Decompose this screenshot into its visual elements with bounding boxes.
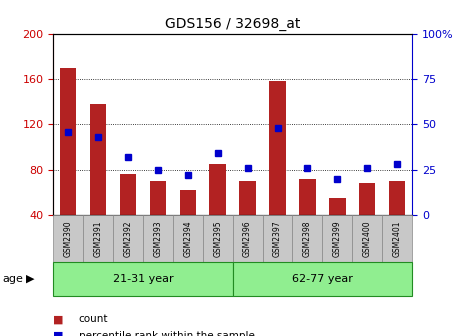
Bar: [143, 215, 173, 262]
Bar: [173, 215, 203, 262]
Text: ■: ■: [53, 314, 64, 324]
Bar: [299, 179, 316, 215]
Text: age: age: [2, 274, 23, 284]
Text: GSM2390: GSM2390: [64, 220, 73, 257]
Text: ▶: ▶: [26, 274, 34, 284]
Bar: [180, 190, 196, 215]
Text: 21-31 year: 21-31 year: [113, 274, 173, 284]
Bar: [352, 215, 382, 262]
Text: 62-77 year: 62-77 year: [292, 274, 353, 284]
Bar: [60, 68, 76, 215]
Bar: [293, 215, 322, 262]
Bar: [203, 215, 233, 262]
Text: GSM2394: GSM2394: [183, 220, 192, 257]
Bar: [83, 215, 113, 262]
Bar: [209, 164, 226, 215]
Text: GSM2393: GSM2393: [153, 220, 163, 257]
Bar: [382, 215, 412, 262]
Bar: [150, 181, 166, 215]
Bar: [90, 104, 106, 215]
Bar: [389, 181, 405, 215]
Text: GSM2397: GSM2397: [273, 220, 282, 257]
Text: GSM2395: GSM2395: [213, 220, 222, 257]
Bar: [233, 262, 412, 296]
Bar: [329, 198, 345, 215]
Bar: [120, 174, 136, 215]
Bar: [269, 81, 286, 215]
Bar: [359, 183, 375, 215]
Bar: [322, 215, 352, 262]
Text: GSM2391: GSM2391: [94, 220, 103, 257]
Text: GSM2392: GSM2392: [124, 220, 132, 257]
Bar: [53, 215, 83, 262]
Text: GSM2401: GSM2401: [393, 220, 401, 257]
Text: GSM2400: GSM2400: [363, 220, 372, 257]
Text: GSM2396: GSM2396: [243, 220, 252, 257]
Text: GSM2398: GSM2398: [303, 220, 312, 257]
Text: count: count: [79, 314, 108, 324]
Bar: [113, 215, 143, 262]
Bar: [239, 181, 256, 215]
Bar: [53, 262, 232, 296]
Bar: [263, 215, 293, 262]
Text: percentile rank within the sample: percentile rank within the sample: [79, 331, 255, 336]
Text: GSM2399: GSM2399: [333, 220, 342, 257]
Title: GDS156 / 32698_at: GDS156 / 32698_at: [165, 17, 300, 31]
Text: ■: ■: [53, 331, 64, 336]
Bar: [233, 215, 263, 262]
